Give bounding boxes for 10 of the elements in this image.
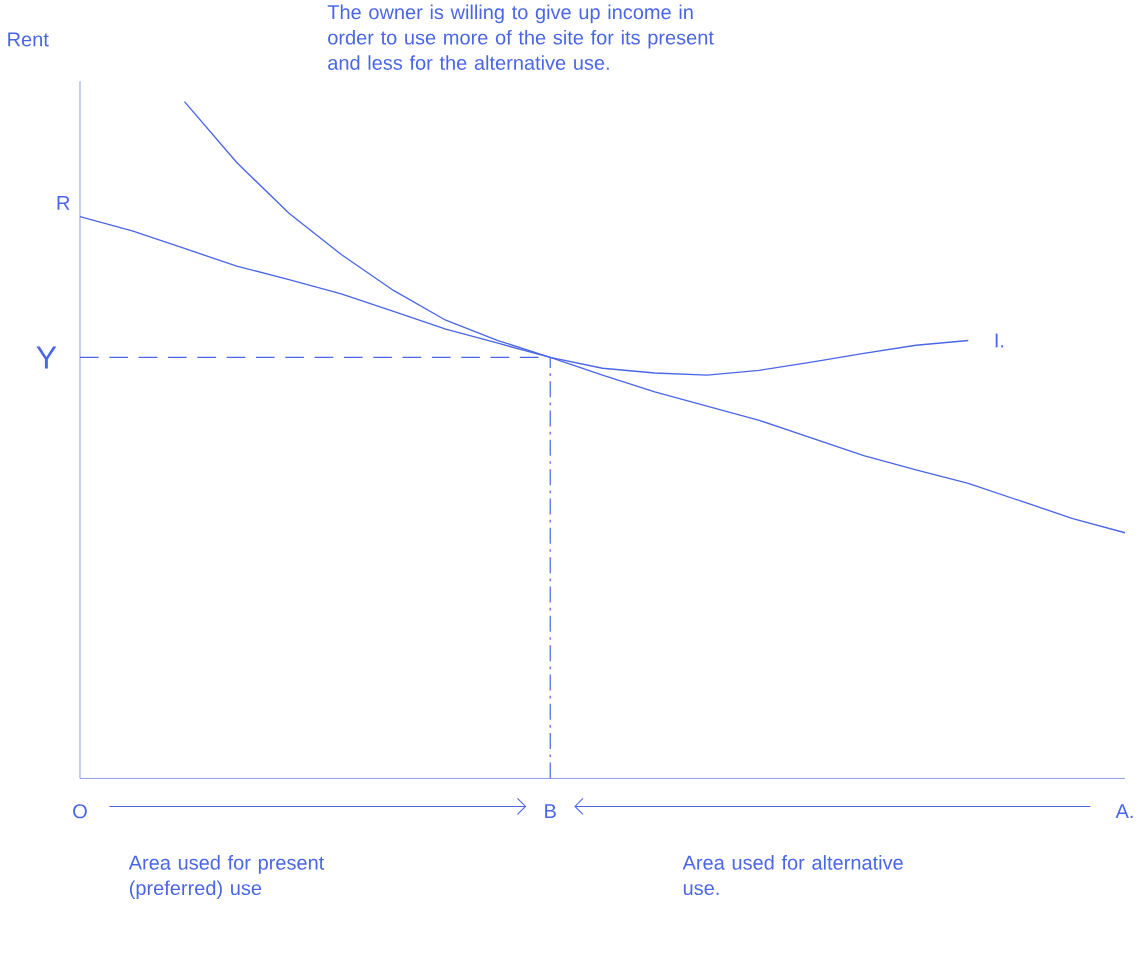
y-axis-title: Rent [8, 32, 49, 47]
text: The owner is willing to give up income in order to use more of the site for its present and less for the alternative use. [327, 4, 714, 70]
x-tick-label: O [73, 804, 87, 819]
ref-line-label: Y [36, 346, 57, 369]
text: Area used for present (preferred) use [128, 855, 325, 900]
annotation: R [57, 195, 70, 210]
text: Area used for alternative use. [682, 855, 903, 896]
x-tick-label: A. [1115, 804, 1133, 818]
series-label: I. [995, 333, 1004, 348]
x-tick-label: B [545, 804, 556, 818]
